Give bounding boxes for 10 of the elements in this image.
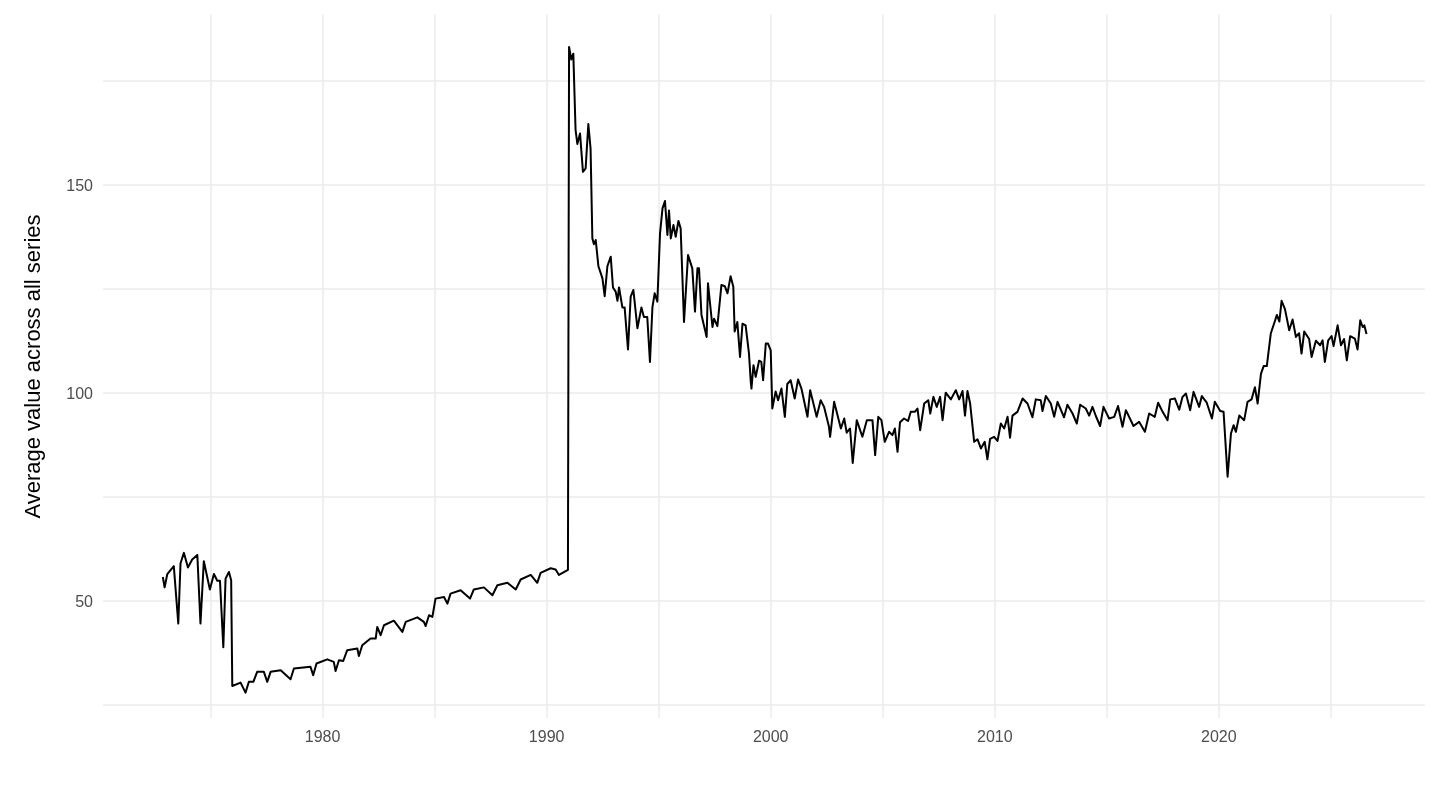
x-tick-label: 2010 <box>976 727 1013 745</box>
x-tick-label: 2020 <box>1201 727 1237 745</box>
x-tick-label: 1990 <box>528 727 565 745</box>
y-tick-label: 50 <box>75 592 94 610</box>
x-tick-label: 2000 <box>752 727 789 745</box>
y-tick-label: 100 <box>66 384 94 402</box>
x-tick-label: 1980 <box>304 727 341 745</box>
y-tick-label: 150 <box>66 176 94 194</box>
line-series <box>161 46 1368 694</box>
y-axis-title: Average value across all series <box>19 214 45 519</box>
